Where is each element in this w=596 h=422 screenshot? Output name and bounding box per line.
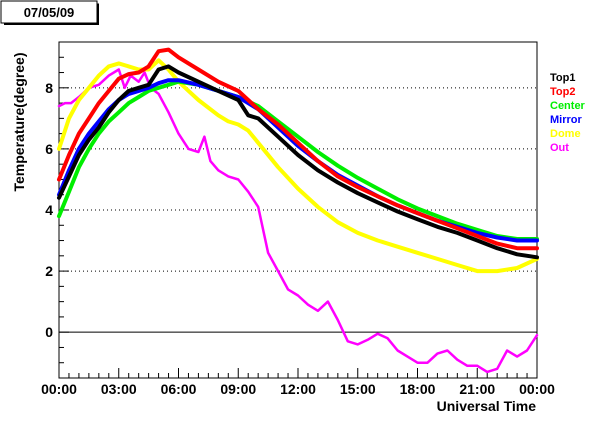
x-tick-label: 21:00: [459, 381, 495, 397]
date-box: 07/05/09: [0, 0, 99, 25]
y-tick-label: 4: [45, 202, 53, 218]
legend-entry-out: Out: [550, 142, 569, 154]
legend-entry-top2: Top2: [550, 86, 575, 98]
y-tick-label: 0: [45, 324, 53, 340]
series-line-top1: [57, 64, 539, 260]
series-line-top2: [57, 47, 539, 251]
x-tick-label: 00:00: [519, 381, 555, 397]
x-tick-label: 18:00: [400, 381, 436, 397]
series-line-out: [57, 68, 539, 374]
x-tick-label: 09:00: [220, 381, 256, 397]
date-label: 07/05/09: [24, 5, 75, 20]
legend-entry-top1: Top1: [550, 72, 575, 84]
x-tick-label: 12:00: [280, 381, 316, 397]
x-tick-label: 15:00: [340, 381, 376, 397]
legend-entry-mirror: Mirror: [550, 114, 583, 126]
legend-entry-center: Center: [550, 100, 586, 112]
legend-entry-dome: Dome: [550, 128, 581, 140]
series-lines: [57, 47, 539, 374]
y-tick-label: 6: [45, 141, 53, 157]
x-tick-label: 00:00: [41, 381, 77, 397]
y-tick-label: 8: [45, 80, 53, 96]
x-tick-label: 03:00: [101, 381, 137, 397]
y-tick-label: 2: [45, 263, 53, 279]
x-tick-label: 06:00: [161, 381, 197, 397]
grid: [59, 87, 537, 333]
x-axis-title: Universal Time: [437, 398, 537, 414]
legend: Top1 Top2 Center Mirror Dome Out: [550, 72, 586, 154]
axes: 00:00 03:00 06:00 09:00 12:00 15:00 18:00 21:00…: [41, 41, 555, 397]
series-line-dome: [57, 58, 539, 274]
y-axis-title: Temperature(degree): [11, 52, 27, 191]
